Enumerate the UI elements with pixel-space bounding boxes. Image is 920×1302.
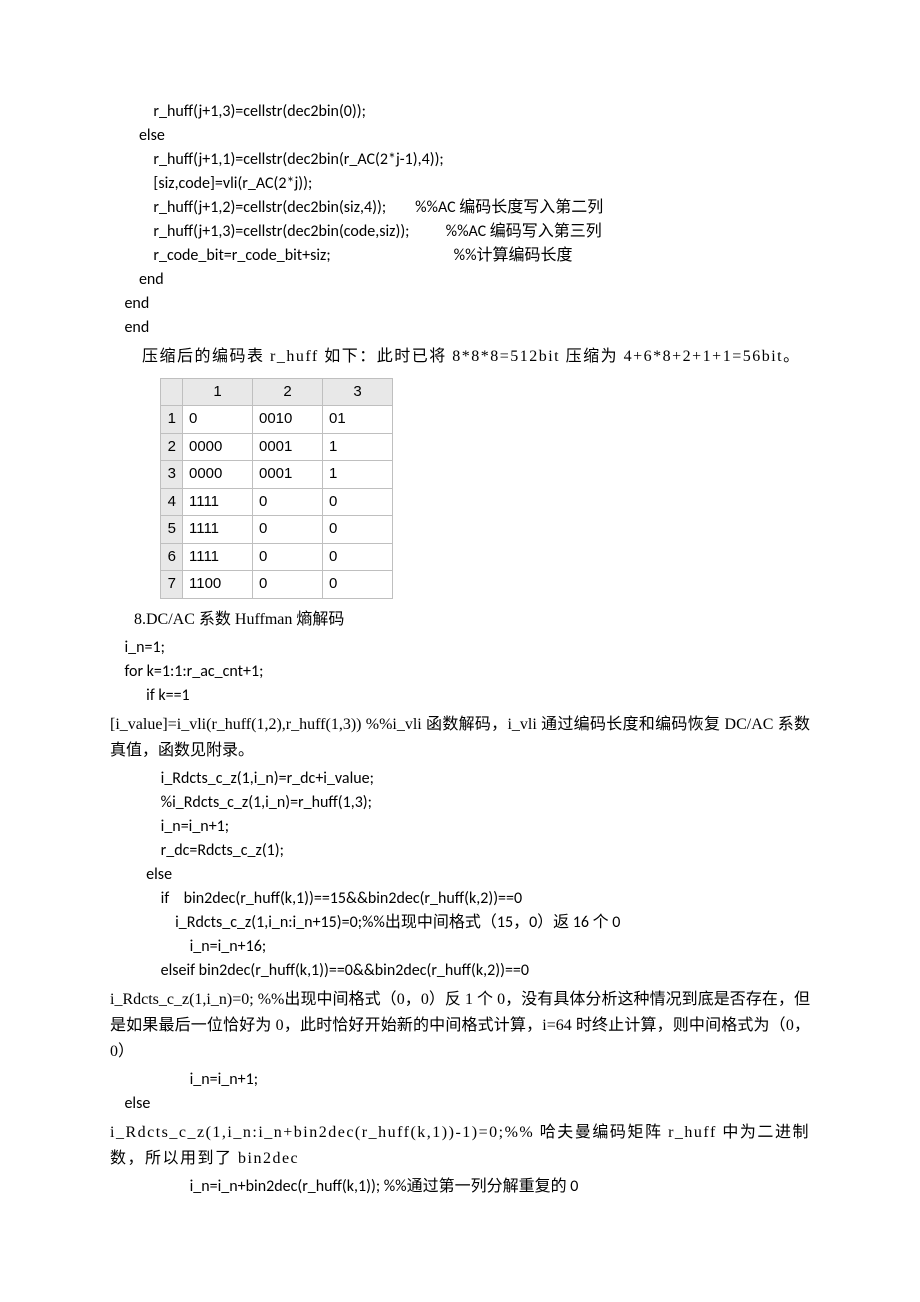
cell: 1111 [183,488,253,516]
cell: 0 [253,571,323,599]
cell: 0000 [183,433,253,461]
cell: 0000 [183,461,253,489]
table-row: 4 1111 0 0 [161,488,393,516]
cell: 0 [323,571,393,599]
row-header: 4 [161,488,183,516]
cell: 1 [323,433,393,461]
cell: 0 [253,516,323,544]
col-header-2: 2 [253,378,323,406]
page: r_huff(j+1,3)=cellstr(dec2bin(0)); else … [0,0,920,1259]
table-header-row: 1 2 3 [161,378,393,406]
row-header: 5 [161,516,183,544]
cell: 0001 [253,461,323,489]
cell: 1100 [183,571,253,599]
cell: 0 [323,543,393,571]
cell: 0 [253,488,323,516]
paragraph-huffman-bin2dec: i_Rdcts_c_z(1,i_n:i_n+bin2dec(r_huff(k,1… [110,1120,810,1171]
row-header: 3 [161,461,183,489]
cell: 1111 [183,543,253,571]
table-row: 1 0 0010 01 [161,406,393,434]
paragraph-compression-result: 压缩后的编码表 r_huff 如下：此时已将 8*8*8=512bit 压缩为 … [110,344,810,370]
row-header: 1 [161,406,183,434]
col-header-1: 1 [183,378,253,406]
col-header-3: 3 [323,378,393,406]
table-row: 6 1111 0 0 [161,543,393,571]
cell: 0 [323,516,393,544]
cell: 1 [323,461,393,489]
section-8-title: 8.DC/AC 系数 Huffman 熵解码 [110,607,810,633]
cell: 0001 [253,433,323,461]
cell: 0 [323,488,393,516]
paragraph-ivli: [i_value]=i_vli(r_huff(1,2),r_huff(1,3))… [110,712,810,763]
cell: 0 [183,406,253,434]
code-block-mid-3: i_n=i_n+1; else [110,1068,810,1116]
table-row: 2 0000 0001 1 [161,433,393,461]
cell: 1111 [183,516,253,544]
cell: 01 [323,406,393,434]
table-row: 5 1111 0 0 [161,516,393,544]
rhuff-table: 1 2 3 1 0 0010 01 2 0000 0001 1 3 0000 0… [160,378,393,599]
cell: 0 [253,543,323,571]
row-header: 2 [161,433,183,461]
table-corner [161,378,183,406]
paragraph-mid-format-00: i_Rdcts_c_z(1,i_n)=0; %%出现中间格式（0，0）反 1 个… [110,987,810,1064]
table-row: 7 1100 0 0 [161,571,393,599]
table-row: 3 0000 0001 1 [161,461,393,489]
cell: 0010 [253,406,323,434]
row-header: 6 [161,543,183,571]
code-block-mid-2: i_Rdcts_c_z(1,i_n)=r_dc+i_value; %i_Rdct… [110,767,810,983]
code-block-mid-1: i_n=1; for k=1:1:r_ac_cnt+1; if k==1 [110,636,810,708]
code-block-top: r_huff(j+1,3)=cellstr(dec2bin(0)); else … [110,100,810,340]
code-block-mid-4: i_n=i_n+bin2dec(r_huff(k,1)); %%通过第一列分解重… [110,1175,810,1199]
row-header: 7 [161,571,183,599]
